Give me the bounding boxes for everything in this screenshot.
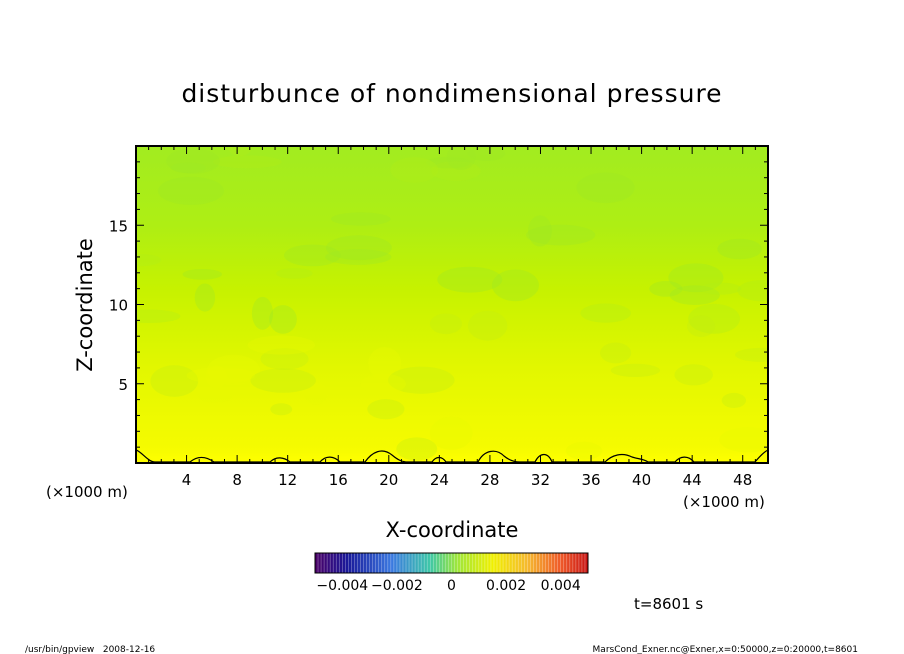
x-tick-label: 48	[733, 471, 752, 489]
colorbar-tick-label: 0.002	[486, 578, 526, 594]
x-tick-label: 4	[182, 471, 192, 489]
field-patch	[699, 282, 742, 295]
footer-right: MarsCond_Exner.nc@Exner,x=0:50000,z=0:20…	[593, 645, 858, 654]
field-patch	[668, 263, 724, 293]
field-patch	[674, 364, 713, 386]
field-patch	[136, 309, 181, 324]
field-patch	[528, 215, 552, 247]
field-patch	[688, 303, 741, 334]
x-unit-left: (×1000 m)	[46, 483, 128, 501]
chart-title: disturbunce of nondimensional pressure	[181, 79, 722, 108]
field-patch	[269, 305, 297, 334]
field-patch	[426, 156, 471, 169]
colorbar-tick-label: −0.002	[371, 578, 423, 594]
field-patch	[396, 437, 438, 461]
x-tick-label: 20	[379, 471, 398, 489]
x-tick-label: 12	[278, 471, 297, 489]
field-patch	[388, 366, 455, 394]
field-patch	[205, 365, 228, 389]
field-patch	[687, 315, 716, 338]
x-tick-label: 40	[632, 471, 651, 489]
colorbar-fill	[315, 553, 588, 573]
field-patch	[251, 296, 274, 330]
field-patch	[649, 281, 683, 297]
field-patch	[260, 348, 309, 370]
y-axis-label: Z-coordinate	[73, 238, 97, 372]
x-tick-label: 44	[683, 471, 702, 489]
field-patch	[610, 363, 661, 377]
time-label: t=8601 s	[634, 595, 703, 613]
field-patch	[446, 146, 476, 171]
x-tick-label: 16	[329, 471, 348, 489]
footer-left: /usr/bin/gpview 2008-12-16	[25, 645, 155, 654]
field-patch	[576, 172, 635, 204]
field-patch	[186, 367, 255, 384]
field-patch	[136, 253, 162, 267]
colorbar-tick-label: −0.004	[316, 578, 368, 594]
field-patch	[247, 335, 316, 355]
colorbar-frame	[314, 552, 589, 574]
x-tick-label: 28	[480, 471, 499, 489]
y-tick-label: 15	[109, 217, 128, 235]
y-tick-label: 10	[109, 297, 128, 315]
field-patch	[437, 266, 503, 293]
field-patch	[194, 283, 216, 312]
field-patch	[360, 373, 406, 395]
field-patch	[325, 249, 392, 265]
field-patch	[325, 235, 392, 261]
field-patch	[721, 392, 747, 408]
colorbar-stripes	[317, 553, 586, 573]
field-patch	[303, 382, 328, 405]
x-tick-label: 8	[232, 471, 242, 489]
field-patch	[207, 354, 261, 386]
colorbar-ticks: −0.004 −0.002 0 0.002 0.004	[316, 578, 580, 594]
field-patch	[429, 416, 473, 450]
x-axis-label: X-coordinate	[386, 518, 519, 542]
field-background	[136, 146, 768, 463]
x-unit-right: (×1000 m)	[683, 493, 765, 511]
field-patch	[390, 157, 439, 183]
field-patch	[198, 392, 232, 403]
field-patch	[565, 441, 603, 460]
field-patches	[136, 146, 768, 461]
x-tick-label: 24	[430, 471, 449, 489]
field-patch	[429, 313, 463, 335]
field-patch	[669, 285, 720, 306]
field-patch	[368, 346, 402, 380]
field-patch	[737, 280, 768, 302]
colorbar-tick-label: 0	[447, 578, 456, 594]
field-patch	[331, 212, 391, 226]
colorbar-tick-label: 0.004	[541, 578, 581, 594]
y-tick-label: 5	[118, 376, 128, 394]
field-patch	[284, 244, 341, 267]
field-patch	[182, 268, 223, 280]
field-patch	[367, 399, 405, 420]
field-patch	[157, 176, 225, 205]
field-patch	[431, 160, 481, 181]
colorbar: −0.004 −0.002 0 0.002 0.004	[314, 552, 589, 594]
field-patch	[170, 162, 206, 174]
field-patch	[525, 224, 596, 246]
field-patch	[270, 403, 293, 416]
field-patch	[213, 155, 282, 169]
x-tick-label: 36	[581, 471, 600, 489]
field-patch	[467, 310, 508, 341]
field-patch	[735, 347, 768, 362]
field-patch	[580, 303, 631, 323]
field-patch	[717, 238, 763, 260]
field-patch	[250, 368, 316, 393]
field-patch	[491, 269, 539, 302]
field-patch	[165, 148, 221, 174]
field-patch	[227, 146, 253, 157]
x-tick-label: 32	[531, 471, 550, 489]
field-patch	[600, 342, 632, 364]
field-patch	[276, 268, 313, 279]
field-patch	[719, 427, 768, 453]
field-patch	[150, 365, 199, 397]
